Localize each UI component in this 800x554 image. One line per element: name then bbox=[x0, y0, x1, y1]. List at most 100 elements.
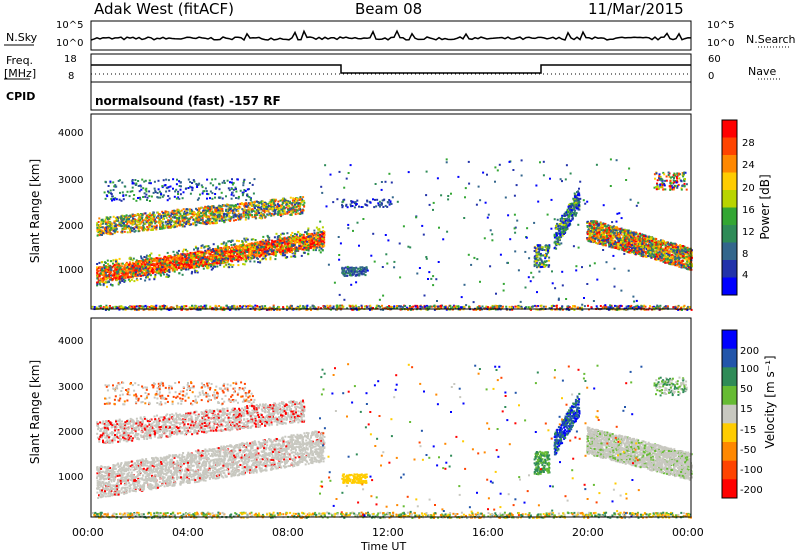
power-echo bbox=[142, 226, 145, 229]
power-echo bbox=[153, 264, 156, 267]
power-echo bbox=[231, 178, 233, 181]
power-echo bbox=[156, 192, 159, 194]
power-echo bbox=[133, 266, 136, 269]
power-echo bbox=[127, 225, 130, 228]
power-echo bbox=[112, 215, 115, 218]
power-echo bbox=[123, 224, 126, 227]
power-echo bbox=[232, 194, 235, 197]
power-echo bbox=[173, 216, 176, 219]
power-echo bbox=[204, 187, 207, 190]
power-echo bbox=[215, 210, 218, 213]
power-echo bbox=[341, 272, 344, 275]
power-echo bbox=[110, 269, 113, 272]
power-echo bbox=[156, 268, 159, 271]
power-echo bbox=[146, 259, 149, 262]
power-echo bbox=[102, 232, 105, 235]
power-echo bbox=[306, 242, 309, 245]
power-echo bbox=[273, 213, 276, 216]
power-echo bbox=[297, 205, 300, 208]
power-echo bbox=[211, 222, 214, 225]
power-echo bbox=[177, 266, 180, 269]
power-echo bbox=[205, 263, 208, 266]
power-echo bbox=[321, 226, 324, 229]
power-echo bbox=[278, 205, 281, 207]
power-echo bbox=[153, 278, 156, 281]
power-echo bbox=[189, 210, 192, 213]
power-echo bbox=[235, 246, 238, 249]
power-echo bbox=[276, 241, 279, 243]
power-echo bbox=[221, 258, 224, 261]
power-echo bbox=[290, 250, 293, 252]
power-echo bbox=[228, 250, 231, 253]
power-echo bbox=[242, 263, 245, 266]
power-echo bbox=[170, 267, 173, 270]
power-echo bbox=[362, 273, 365, 275]
power-echo bbox=[278, 242, 281, 245]
power-echo bbox=[104, 271, 107, 274]
power-echo bbox=[122, 222, 125, 224]
power-echo bbox=[173, 270, 176, 273]
power-echo bbox=[229, 252, 232, 255]
power-echo bbox=[225, 195, 227, 198]
power-echo bbox=[314, 233, 317, 236]
power-echo bbox=[172, 256, 175, 259]
power-echo bbox=[209, 212, 212, 215]
power-echo bbox=[271, 247, 273, 250]
power-echo bbox=[321, 237, 324, 240]
power-echo bbox=[362, 269, 365, 272]
power-echo bbox=[306, 240, 309, 243]
power-echo bbox=[193, 260, 196, 263]
power-echo bbox=[315, 249, 317, 252]
power-echo bbox=[193, 180, 196, 183]
power-echo bbox=[158, 267, 161, 270]
power-echo bbox=[249, 249, 252, 252]
power-echo bbox=[230, 241, 232, 243]
power-echo bbox=[185, 266, 188, 269]
power-echo bbox=[161, 185, 164, 188]
power-echo bbox=[219, 264, 222, 267]
power-echo bbox=[129, 214, 132, 217]
power-echo bbox=[191, 270, 194, 273]
power-echo bbox=[165, 275, 168, 278]
power-echo bbox=[117, 270, 120, 273]
power-echo bbox=[200, 212, 203, 215]
power-echo bbox=[195, 270, 198, 272]
power-echo bbox=[255, 200, 258, 203]
power-echo bbox=[260, 202, 263, 205]
power-echo bbox=[154, 275, 157, 278]
power-echo bbox=[178, 272, 181, 275]
power-echo bbox=[152, 262, 155, 265]
power-echo bbox=[258, 216, 261, 219]
power-echo bbox=[269, 256, 272, 259]
power-echo bbox=[148, 182, 151, 185]
power-echo bbox=[238, 255, 241, 258]
power-echo bbox=[104, 277, 107, 280]
power-echo bbox=[198, 218, 201, 221]
power-echo bbox=[174, 268, 177, 271]
power-echo bbox=[281, 232, 284, 235]
power-echo bbox=[151, 220, 154, 223]
power-echo bbox=[189, 251, 192, 254]
power-echo bbox=[96, 283, 99, 286]
power-echo bbox=[140, 255, 142, 258]
power-echo bbox=[257, 210, 260, 213]
power-echo bbox=[96, 224, 99, 227]
power-echo bbox=[264, 215, 267, 218]
power-echo bbox=[201, 192, 204, 195]
power-echo bbox=[265, 210, 268, 213]
power-echo bbox=[168, 268, 171, 271]
power-echo bbox=[251, 216, 254, 219]
power-echo bbox=[104, 218, 107, 221]
freq-tick-bottom: 8 bbox=[68, 71, 75, 82]
power-echo bbox=[354, 267, 357, 269]
power-echo bbox=[140, 271, 143, 274]
velocity-cb-tick: -50 bbox=[740, 445, 757, 456]
power-echo bbox=[148, 195, 151, 198]
power-echo bbox=[175, 220, 178, 223]
power-echo bbox=[257, 246, 259, 249]
power-echo bbox=[242, 181, 245, 184]
power-echo bbox=[364, 274, 367, 277]
power-echo bbox=[153, 266, 156, 269]
power-echo bbox=[146, 199, 148, 201]
power-echo bbox=[283, 236, 286, 239]
